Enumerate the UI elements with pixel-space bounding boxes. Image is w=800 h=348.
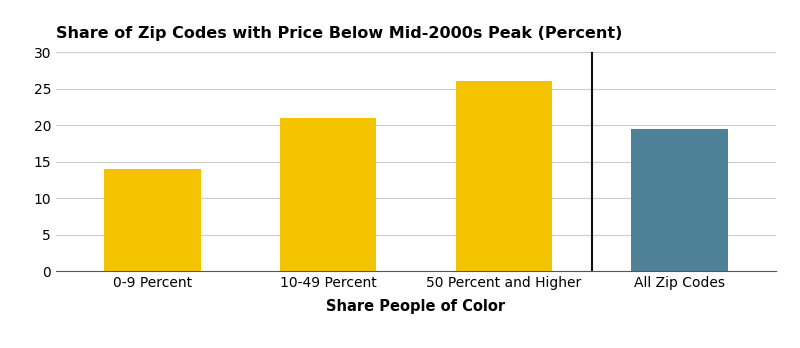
Text: Share of Zip Codes with Price Below Mid-2000s Peak (Percent): Share of Zip Codes with Price Below Mid-… [56, 26, 622, 41]
Bar [631, 129, 728, 271]
Bar [104, 169, 201, 271]
X-axis label: Share People of Color: Share People of Color [326, 299, 506, 314]
Bar [280, 118, 377, 271]
Bar [455, 81, 552, 271]
